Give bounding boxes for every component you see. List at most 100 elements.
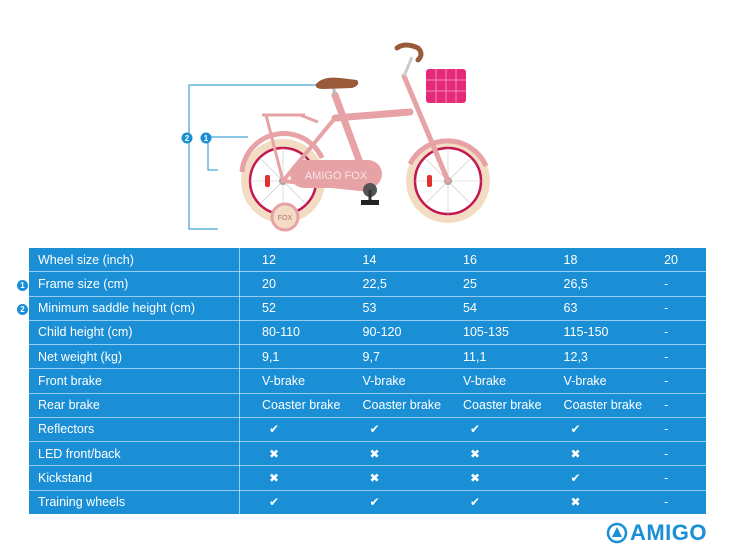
cell-icon: ✔ xyxy=(441,417,542,443)
cell-icon: ✖ xyxy=(441,465,542,491)
cell-icon: ✔ xyxy=(541,417,643,443)
cell-icon: ✖ xyxy=(542,490,643,514)
table-cell: 16 xyxy=(441,248,542,273)
row-label: Minimum saddle height (cm) xyxy=(29,296,240,321)
row-label: Reflectors xyxy=(29,417,240,443)
rear-rack xyxy=(262,113,319,182)
cell-icon: ✔ xyxy=(240,490,341,514)
cross-icon: ✖ xyxy=(570,495,581,510)
cross-icon: ✖ xyxy=(470,471,481,486)
cell-icon: ✖ xyxy=(239,441,341,467)
row-label: Rear brake xyxy=(29,393,240,418)
table-cell: V-brake xyxy=(340,368,442,394)
cell-icon: ✖ xyxy=(541,441,643,467)
table-cell: 20 xyxy=(239,271,341,297)
cross-icon: ✖ xyxy=(268,446,280,461)
basket xyxy=(426,69,466,103)
check-icon: ✔ xyxy=(470,495,481,510)
table-cell: 25 xyxy=(441,271,542,297)
table-cell: 90-120 xyxy=(340,320,442,346)
marker-1-badge: 1 xyxy=(17,280,28,291)
table-cell: 105-135 xyxy=(441,320,542,346)
table-cell: Coaster brake xyxy=(340,393,442,418)
table-cell: Coaster brake xyxy=(239,393,341,418)
table-cell: 9,7 xyxy=(340,344,442,370)
table-cell: 9,1 xyxy=(239,344,341,370)
cross-icon: ✖ xyxy=(570,446,581,461)
training-wheel: FOX xyxy=(270,202,300,232)
marker-1-diagram: 1 xyxy=(200,132,212,144)
cell-icon: ✔ xyxy=(239,417,341,443)
table-cell: Coaster brake xyxy=(441,393,542,418)
cell-icon: ✖ xyxy=(340,441,442,467)
table-cell: 12 xyxy=(239,248,341,273)
cell-icon: ✔ xyxy=(541,465,643,491)
bike-illustration: 2 1 FOX xyxy=(181,42,490,232)
row-label: Child height (cm) xyxy=(29,320,240,346)
table-cell: - xyxy=(642,271,706,297)
table-cell: - xyxy=(642,465,706,491)
table-cell: 80-110 xyxy=(239,320,341,346)
table-cell: 20 xyxy=(642,248,706,273)
table-row: Rear brake Coaster brake Coaster brake Coas… xyxy=(29,393,706,418)
table-row: Minimum saddle height (cm) 52 53 54 63- xyxy=(29,296,706,321)
amigo-logo-icon xyxy=(606,522,628,544)
spec-table: Wheel size (inch) 12 14 16 18 20 Frame size (c… xyxy=(29,248,706,514)
table-row: LED front/back ✖ ✖ ✖ ✖ - xyxy=(29,441,706,467)
crank xyxy=(361,183,379,205)
chain-guard: AMIGO FOX xyxy=(290,160,382,188)
cell-icon: ✖ xyxy=(441,441,542,467)
check-icon: ✔ xyxy=(570,471,581,486)
cell-icon: ✔ xyxy=(340,417,442,443)
table-cell: Coaster brake xyxy=(541,393,643,418)
check-icon: ✔ xyxy=(268,495,280,510)
table-cell: 11,1 xyxy=(441,344,542,370)
table-cell: - xyxy=(642,393,706,418)
table-cell: 14 xyxy=(340,248,442,273)
check-icon: ✔ xyxy=(470,422,481,437)
table-row: Child height (cm) 80-110 90-120 105-135 115-… xyxy=(29,320,706,346)
cell-icon: ✔ xyxy=(341,490,442,514)
table-cell: - xyxy=(642,296,706,321)
check-icon: ✔ xyxy=(369,495,380,510)
marker-2-badge: 2 xyxy=(17,304,28,315)
table-cell: - xyxy=(642,417,706,443)
row-label: Net weight (kg) xyxy=(29,344,240,370)
marker-2-diagram: 2 xyxy=(181,132,193,144)
handlebar xyxy=(394,42,424,77)
table-cell: 12,3 xyxy=(541,344,643,370)
table-cell: 63 xyxy=(541,296,643,321)
table-row: Front brake V-brake V-brake V-brake V-brake - xyxy=(29,368,706,394)
brand-name: AMIGO xyxy=(629,520,707,545)
row-label: LED front/back xyxy=(29,441,240,467)
table-row: Reflectors ✔ ✔ ✔ ✔ - xyxy=(29,417,706,443)
row-label: Front brake xyxy=(29,368,240,394)
front-wheel xyxy=(406,139,490,223)
table-cell: 18 xyxy=(541,248,643,273)
svg-text:2: 2 xyxy=(185,134,190,143)
table-cell: - xyxy=(664,495,669,510)
table-cell: - xyxy=(642,344,706,370)
table-cell: - xyxy=(642,320,706,346)
table-row: Net weight (kg) 9,1 9,7 11,1 12,3- xyxy=(29,344,706,370)
table-row: Kickstand ✖ ✖ ✖ ✔ - xyxy=(29,465,706,491)
table-cell: V-brake xyxy=(541,368,643,394)
cell-icon: ✖ xyxy=(340,465,442,491)
cross-icon: ✖ xyxy=(470,446,481,461)
table-cell: - xyxy=(642,368,706,394)
table-cell: 52 xyxy=(239,296,341,321)
cell-icon: ✖ xyxy=(239,465,341,491)
amigo-logo: AMIGO xyxy=(606,520,707,546)
front-fender xyxy=(407,138,489,168)
check-icon: ✔ xyxy=(570,422,581,437)
table-row: Wheel size (inch) 12 14 16 18 20 xyxy=(29,248,706,273)
table-cell: V-brake xyxy=(441,368,542,394)
table-cell: - xyxy=(642,441,706,467)
spec-table-body: Wheel size (inch) 12 14 16 18 20 Frame size (c… xyxy=(29,248,706,514)
table-cell: 26,5 xyxy=(541,271,643,297)
row-label: Wheel size (inch) xyxy=(29,248,240,273)
svg-text:AMIGO FOX: AMIGO FOX xyxy=(305,170,368,182)
cross-icon: ✖ xyxy=(369,471,380,486)
cross-icon: ✖ xyxy=(268,471,280,486)
row-label: Frame size (cm) xyxy=(29,271,240,297)
